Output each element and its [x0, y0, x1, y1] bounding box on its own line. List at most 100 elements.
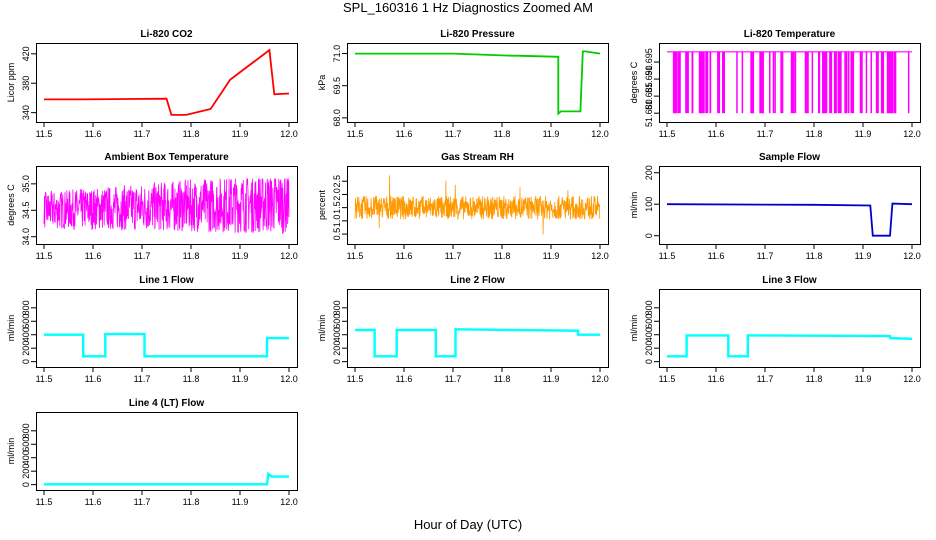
- y-tick-label: 800: [332, 300, 342, 315]
- y-axis: 34.0 34.5 35.0: [21, 175, 36, 245]
- x-tick-label: 11.9: [232, 374, 249, 384]
- x-tick-label: 11.5: [36, 129, 53, 139]
- panel-data: [44, 48, 290, 116]
- plot-frame: [659, 289, 921, 368]
- x-tick-label: 11.9: [543, 374, 560, 384]
- plot-frame: [659, 166, 921, 245]
- y-tick-label: 340: [21, 105, 31, 120]
- y-tick-label: 34.5: [21, 202, 31, 220]
- series-line: [666, 202, 913, 237]
- x-tick-label: 12.0: [903, 251, 921, 261]
- y-tick-label: 200: [644, 165, 654, 180]
- panel-title: Line 1 Flow: [139, 275, 194, 286]
- panel-data: [43, 178, 290, 234]
- x-tick-label: 12.0: [280, 129, 298, 139]
- y-tick-label: 2.0: [332, 188, 342, 201]
- y-tick-label: 600: [644, 314, 654, 329]
- x-tick-label: 11.8: [183, 251, 200, 261]
- panel-title: Line 3 Flow: [762, 275, 817, 286]
- plot-frame: [36, 289, 298, 368]
- panel-2: Li-820 Temperature 11.5 11.6 11.7 11.8 11.9 12…: [629, 29, 921, 139]
- panel-9: Line 4 (LT) Flow 11.5 11.6 11.7 11.8 11.9 12.0…: [6, 398, 298, 507]
- y-tick-label: 0: [644, 359, 654, 364]
- y-axis: 340 380 420: [21, 46, 36, 120]
- y-tick-label: 100: [644, 197, 654, 212]
- y-tick-label: 400: [644, 327, 654, 342]
- x-tick-label: 12.0: [591, 129, 609, 139]
- y-tick-label: 800: [21, 300, 31, 315]
- x-tick-label: 11.9: [855, 251, 872, 261]
- x-tick-label: 11.5: [36, 374, 53, 384]
- y-tick-label: 0: [332, 359, 342, 364]
- plot-frame: [659, 43, 921, 123]
- y-tick-label: 420: [21, 46, 31, 61]
- x-tick-label: 11.7: [445, 374, 462, 384]
- y-tick-label: 400: [332, 327, 342, 342]
- y-tick-label: 200: [332, 341, 342, 356]
- y-tick-label: 200: [21, 464, 31, 479]
- x-tick-label: 11.6: [396, 129, 413, 139]
- page-title: SPL_160316 1 Hz Diagnostics Zoomed AM: [342, 0, 594, 15]
- y-tick-label: 0: [21, 359, 31, 364]
- x-tick-label: 11.5: [659, 374, 676, 384]
- x-tick-label: 11.7: [134, 129, 151, 139]
- panel-0: Li-820 CO2 11.5 11.6 11.7 11.8 11.9 12.0 340 380…: [6, 29, 298, 139]
- x-tick-label: 11.6: [85, 374, 102, 384]
- panel-6: Line 1 Flow 11.5 11.6 11.7 11.8 11.9 12.0 0 2004…: [6, 275, 298, 384]
- x-tick-label: 11.7: [134, 497, 151, 507]
- x-tick-label: 11.9: [232, 129, 249, 139]
- x-tick-label: 11.7: [757, 374, 774, 384]
- panel-4: Gas Stream RH 11.5 11.6 11.7 11.8 11.9 12.0 0.5…: [317, 152, 609, 261]
- panel-title: Gas Stream RH: [441, 152, 514, 163]
- x-axis: 11.5 11.6 11.7 11.8 11.9 12.0: [347, 244, 609, 261]
- y-tick-label: 600: [21, 437, 31, 452]
- x-tick-label: 12.0: [280, 251, 298, 261]
- x-tick-label: 11.6: [396, 251, 413, 261]
- y-axis-label: degrees C: [629, 61, 639, 103]
- panel-data: [667, 51, 912, 114]
- x-tick-label: 12.0: [280, 374, 298, 384]
- x-tick-label: 11.6: [708, 374, 725, 384]
- x-tick-label: 11.6: [708, 251, 725, 261]
- plot-frame: [347, 166, 609, 245]
- y-tick-label: 51.680: [644, 99, 654, 127]
- x-axis: 11.5 11.6 11.7 11.8 11.9 12.0: [659, 244, 921, 261]
- y-tick-label: 0: [644, 233, 654, 238]
- panel-title: Line 4 (LT) Flow: [129, 398, 205, 409]
- y-axis: 0 100 200: [644, 165, 659, 238]
- series-line: [354, 175, 601, 235]
- y-tick-label: 800: [21, 423, 31, 438]
- y-tick-label: 35.0: [21, 175, 31, 193]
- x-tick-label: 11.6: [85, 129, 102, 139]
- x-axis-label: Hour of Day (UTC): [413, 517, 523, 532]
- x-tick-label: 11.8: [494, 374, 511, 384]
- x-tick-label: 11.5: [347, 374, 364, 384]
- x-tick-label: 11.8: [806, 251, 823, 261]
- panel-data: [354, 175, 601, 235]
- y-tick-label: 0.5: [332, 228, 342, 241]
- x-tick-label: 11.7: [134, 374, 151, 384]
- y-axis-label: percent: [317, 189, 327, 220]
- panel-data: [667, 334, 913, 358]
- plot-frame: [36, 412, 298, 491]
- y-tick-label: 71.0: [332, 45, 342, 63]
- x-tick-label: 11.6: [85, 251, 102, 261]
- panel-1: Li-820 Pressure 11.5 11.6 11.7 11.8 11.9 12.0 6…: [317, 29, 609, 139]
- y-tick-label: 400: [21, 450, 31, 465]
- panel-title: Li-820 CO2: [140, 29, 193, 40]
- panel-title: Li-820 Temperature: [744, 29, 836, 40]
- series-line: [44, 48, 290, 116]
- y-tick-label: 200: [644, 341, 654, 356]
- plot-frame: [347, 289, 609, 368]
- x-tick-label: 11.7: [134, 251, 151, 261]
- y-tick-label: 200: [21, 341, 31, 356]
- x-tick-label: 11.6: [708, 129, 725, 139]
- panel-data: [44, 332, 289, 358]
- y-tick-label: 600: [332, 314, 342, 329]
- x-tick-label: 11.8: [806, 374, 823, 384]
- x-tick-label: 11.9: [543, 251, 560, 261]
- panel-5: Sample Flow 11.5 11.6 11.7 11.8 11.9 12.0 0 100 2…: [629, 152, 921, 261]
